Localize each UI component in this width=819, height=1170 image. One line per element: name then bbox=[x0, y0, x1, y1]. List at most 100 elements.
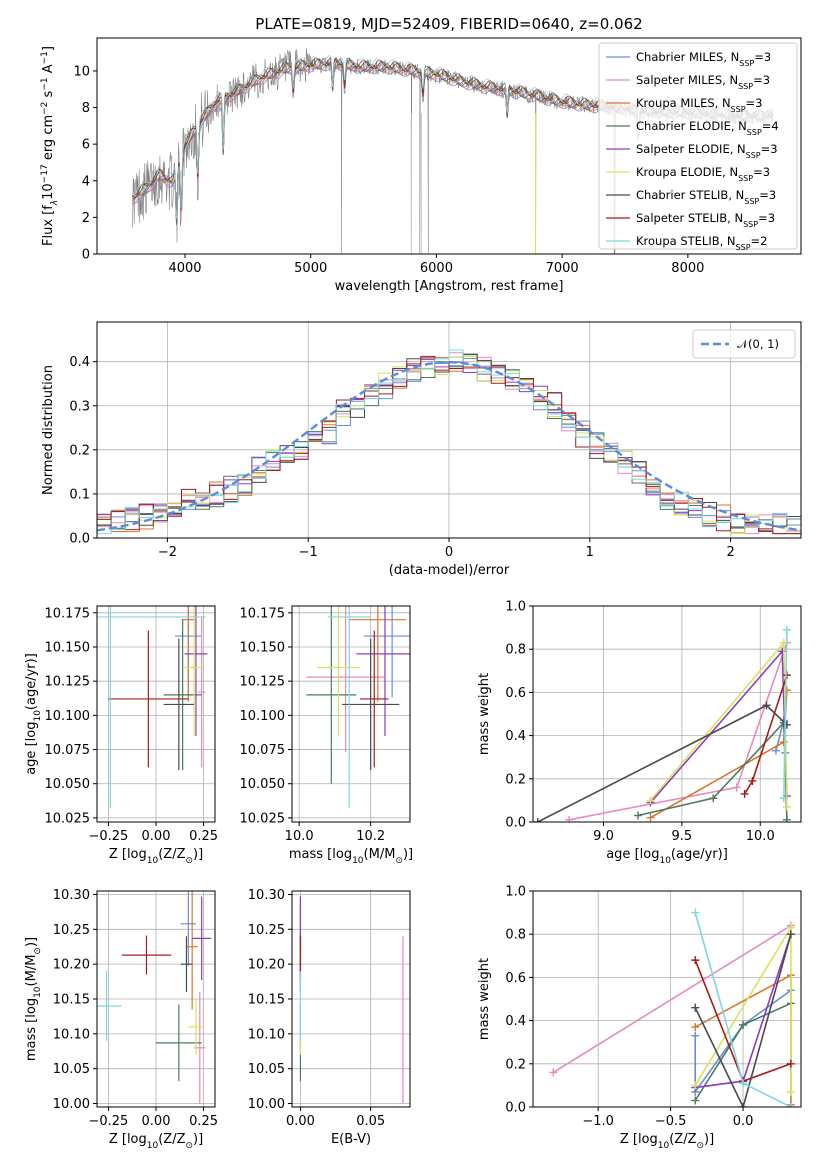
y-tick-label: 10.100 bbox=[240, 709, 286, 724]
age-vs-z-plot-area bbox=[97, 606, 208, 809]
x-tick-label: 0 bbox=[445, 545, 453, 560]
mass-vs-ebv-plot-area bbox=[299, 895, 404, 1104]
y-tick-label: 0.0 bbox=[505, 816, 526, 831]
y-tick-label: 10.00 bbox=[53, 1097, 90, 1112]
legend-label-text: Kroupa STELIB, N bbox=[636, 234, 736, 248]
legend-label-sub: SSP bbox=[738, 82, 753, 91]
x-tick-label: 0.0 bbox=[733, 1114, 754, 1129]
x-tick-label: −0.25 bbox=[88, 829, 128, 844]
x-tick-label: 8000 bbox=[671, 261, 704, 276]
y-tick-label: 6 bbox=[82, 138, 90, 153]
y-tick-label: 10.025 bbox=[45, 811, 91, 826]
residual-histogram-7 bbox=[97, 353, 801, 529]
legend-label-gaussian: 𝒩(0, 1) bbox=[737, 337, 779, 351]
y-tick-label: 10.150 bbox=[240, 641, 286, 656]
x-axis-label: Z [log10(Z/Z⊙)] bbox=[620, 1132, 714, 1151]
y-tick-label: 0 bbox=[82, 248, 90, 263]
y-tick-label: 10.100 bbox=[45, 709, 91, 724]
y-tick-label: 8 bbox=[82, 101, 90, 116]
y-tick-label: 2 bbox=[82, 211, 90, 226]
x-tick-label: 5000 bbox=[294, 261, 327, 276]
x-tick-label: 10.0 bbox=[285, 829, 314, 844]
weight-marker-7 bbox=[762, 701, 771, 710]
axes-frame bbox=[96, 321, 802, 539]
y-tick-label: 10.175 bbox=[45, 606, 91, 621]
legend-label-sub: SSP bbox=[739, 59, 754, 68]
y-tick-label: 10.00 bbox=[248, 1097, 285, 1112]
x-tick-label: 0.00 bbox=[142, 1114, 171, 1129]
x-tick-label: 9.5 bbox=[672, 829, 693, 844]
weight-line-2 bbox=[552, 924, 792, 1074]
y-tick-label: 10.075 bbox=[240, 743, 286, 758]
x-axis-label: wavelength [Angstrom, rest frame] bbox=[335, 279, 564, 294]
y-axis-label: mass [log10(M/M⊙)] bbox=[24, 937, 43, 1061]
x-tick-label: 0.25 bbox=[189, 1114, 218, 1129]
weight-marker-4 bbox=[691, 1096, 700, 1105]
y-tick-label: 0.2 bbox=[69, 443, 90, 458]
x-tick-label: 10.0 bbox=[746, 829, 775, 844]
legend-label-sub: SSP bbox=[736, 243, 751, 252]
legend-label-tail: =3 bbox=[753, 165, 770, 179]
legend-label-sub: SSP bbox=[746, 151, 761, 160]
legend-label-2: Salpeter MILES, NSSP=3 bbox=[636, 73, 770, 91]
y-tick-label: 10.25 bbox=[248, 923, 285, 938]
x-tick-label: −1 bbox=[299, 545, 318, 560]
weight-marker-2 bbox=[732, 783, 741, 792]
panel-mass-vs-ebv: 0.00 0.05 10.00 10.05 10.10 10.15 10.20 10.25 10… bbox=[248, 888, 411, 1147]
y-tick-label: 0.6 bbox=[505, 686, 526, 701]
legend-label-tail: =2 bbox=[751, 234, 768, 248]
weight-marker-2 bbox=[565, 815, 574, 822]
panel-age-vs-mass: 10.0 10.2 10.025 10.050 10.075 10.100 10.125 10… bbox=[240, 605, 413, 866]
weight-marker-9 bbox=[779, 794, 788, 803]
axes-frame bbox=[291, 890, 411, 1108]
legend-label-text: Salpeter STELIB, N bbox=[636, 211, 743, 225]
legend-label-sub: SSP bbox=[731, 105, 746, 114]
y-tick-label: 10 bbox=[73, 64, 90, 79]
legend-label-tail: =3 bbox=[758, 211, 775, 225]
legend-label-1: Chabrier MILES, NSSP=3 bbox=[636, 50, 771, 68]
x-tick-label: −0.5 bbox=[655, 1114, 687, 1129]
weight-marker-8 bbox=[691, 956, 700, 965]
x-tick-label: 2 bbox=[726, 545, 734, 560]
weight-marker-8 bbox=[786, 1059, 795, 1068]
weight-marker-2 bbox=[549, 1068, 558, 1077]
weight-marker-8 bbox=[740, 789, 749, 798]
y-tick-label: 10.30 bbox=[248, 888, 285, 903]
legend-label-5: Salpeter ELODIE, NSSP=3 bbox=[636, 142, 778, 160]
legend-label-text: Kroupa MILES, N bbox=[636, 96, 731, 110]
x-tick-label: 0.05 bbox=[356, 1114, 385, 1129]
x-tick-label: 0.25 bbox=[189, 829, 218, 844]
legend-label-7: Chabrier STELIB, NSSP=3 bbox=[636, 188, 776, 206]
weight-marker-4 bbox=[634, 811, 643, 820]
y-tick-label: 10.25 bbox=[53, 923, 90, 938]
residuals-plot-area bbox=[97, 349, 801, 535]
weight-vs-z-plot-area bbox=[549, 908, 795, 1107]
weight-marker-7 bbox=[691, 1003, 700, 1012]
y-tick-label: 10.15 bbox=[53, 993, 90, 1008]
legend-label-8: Salpeter STELIB, NSSP=3 bbox=[636, 211, 775, 229]
y-tick-label: 10.15 bbox=[248, 993, 285, 1008]
legend-frame bbox=[598, 42, 798, 250]
y-axis-label: mass weight bbox=[477, 673, 492, 755]
weight-marker-7 bbox=[786, 930, 795, 939]
y-tick-label: 10.050 bbox=[240, 777, 286, 792]
weight-marker-8 bbox=[748, 776, 757, 785]
legend-label-sub: SSP bbox=[738, 174, 753, 183]
y-tick-label: 10.10 bbox=[53, 1027, 90, 1042]
weight-marker-6 bbox=[691, 1081, 700, 1090]
y-tick-label: 10.075 bbox=[45, 743, 91, 758]
weight-marker-1 bbox=[771, 746, 780, 755]
weight-marker-1 bbox=[691, 1031, 700, 1040]
axes-frame bbox=[96, 890, 216, 1108]
legend-label-sub: SSP bbox=[744, 197, 759, 206]
x-tick-label: 4000 bbox=[168, 261, 201, 276]
legend-label-text: Chabrier STELIB, N bbox=[636, 188, 744, 202]
legend-frame bbox=[692, 329, 796, 359]
panel-age-vs-z: −0.25 0.00 0.25 10.025 10.050 10.075 10.100 10.… bbox=[24, 605, 218, 866]
weight-marker-4 bbox=[739, 1020, 748, 1029]
x-axis-label: E(B-V) bbox=[331, 1132, 371, 1147]
y-tick-label: 0.4 bbox=[505, 729, 526, 744]
weight-marker-5 bbox=[778, 647, 787, 656]
y-tick-label: 0.0 bbox=[69, 532, 90, 547]
